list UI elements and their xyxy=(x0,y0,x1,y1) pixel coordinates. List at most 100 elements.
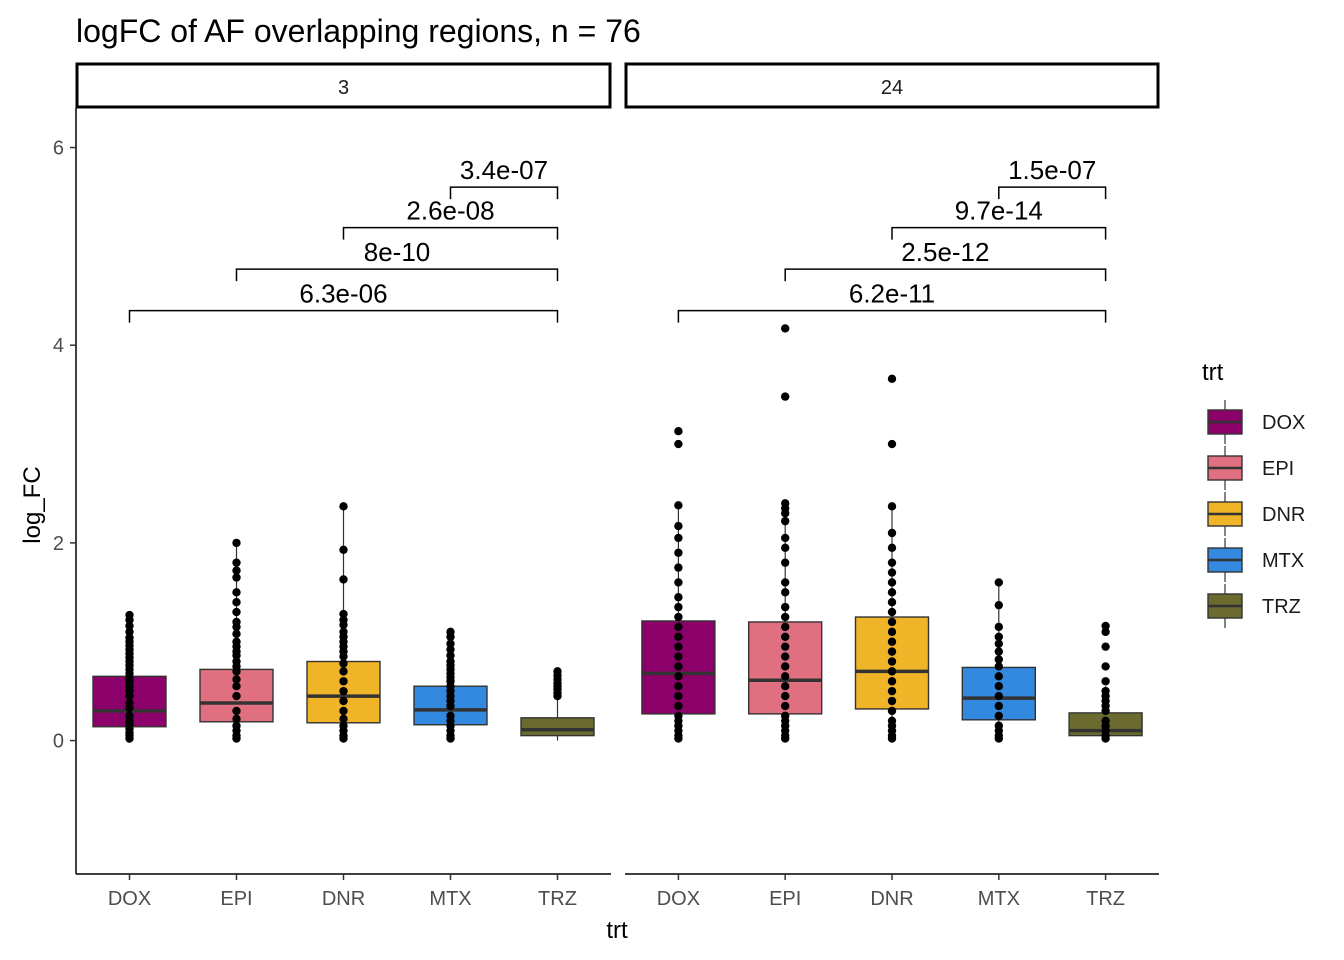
data-point xyxy=(674,578,683,587)
data-point xyxy=(781,516,790,526)
data-point xyxy=(887,706,897,716)
data-point xyxy=(232,714,241,724)
data-point xyxy=(339,714,348,724)
bracket-line xyxy=(677,309,1107,323)
legend-item-DOX: DOX xyxy=(1207,400,1305,444)
facet-strip xyxy=(75,62,612,109)
x-tick-label: TRZ xyxy=(1086,888,1125,910)
x-tick-label: DOX xyxy=(108,888,151,910)
data-point xyxy=(994,701,1003,711)
data-point xyxy=(781,691,790,701)
x-tick-label: DNR xyxy=(870,888,913,910)
data-point xyxy=(674,521,683,531)
x-axis-title: trt xyxy=(606,917,628,944)
data-point xyxy=(125,633,134,642)
bracket-line xyxy=(128,309,559,323)
data-point xyxy=(553,667,562,676)
data-point xyxy=(446,711,455,721)
facet-strip-label: 24 xyxy=(881,77,903,99)
data-point xyxy=(674,602,683,612)
box-EPI xyxy=(748,324,823,743)
data-point xyxy=(674,439,683,449)
data-point xyxy=(781,701,790,711)
data-point xyxy=(674,642,683,651)
data-point xyxy=(887,543,897,553)
data-point xyxy=(674,672,683,681)
data-point xyxy=(232,566,241,575)
data-point xyxy=(1101,662,1110,671)
data-point xyxy=(887,558,897,567)
data-point xyxy=(781,578,790,587)
data-point xyxy=(339,609,348,619)
data-point xyxy=(674,691,683,701)
data-point xyxy=(781,392,790,401)
legend-item-TRZ: TRZ xyxy=(1207,584,1301,628)
data-point xyxy=(1101,716,1110,725)
data-point xyxy=(994,600,1003,610)
data-point xyxy=(781,543,790,553)
data-point xyxy=(232,691,241,701)
legend-label: EPI xyxy=(1262,458,1294,480)
data-point xyxy=(446,627,455,637)
x-tick-label: MTX xyxy=(978,888,1020,910)
p-value-label: 9.7e-14 xyxy=(955,196,1043,226)
data-point xyxy=(994,647,1003,656)
data-point xyxy=(125,627,134,637)
legend: trt DOX EPI DNR MTX TRZ xyxy=(1202,359,1305,628)
data-point xyxy=(781,642,790,651)
data-point xyxy=(674,533,683,543)
data-point xyxy=(994,639,1003,648)
data-point xyxy=(339,545,348,555)
data-point xyxy=(339,721,348,730)
y-tick-label: 4 xyxy=(53,335,64,357)
bracket-line xyxy=(891,226,1107,240)
data-point xyxy=(781,588,790,597)
comparison-bracket: 3.4e-07 xyxy=(449,155,559,200)
comparison-bracket: 2.5e-12 xyxy=(784,237,1107,282)
data-point xyxy=(1101,627,1110,637)
bracket-line xyxy=(342,226,559,240)
data-point xyxy=(781,711,790,721)
data-point xyxy=(781,558,790,567)
data-point xyxy=(674,652,683,661)
x-tick-label: EPI xyxy=(769,888,801,910)
legend-label: MTX xyxy=(1262,550,1304,572)
data-point xyxy=(994,655,1003,664)
box-body xyxy=(520,717,595,737)
data-point xyxy=(232,588,241,597)
data-point xyxy=(674,711,683,721)
comparison-bracket: 8e-10 xyxy=(235,237,559,282)
data-point xyxy=(232,558,241,567)
data-point xyxy=(994,662,1003,671)
data-point xyxy=(674,593,683,602)
y-tick-label: 2 xyxy=(53,533,64,555)
box-DOX xyxy=(641,427,716,743)
data-point xyxy=(232,617,241,627)
data-point xyxy=(887,597,897,607)
data-point xyxy=(887,568,897,577)
data-point xyxy=(232,706,241,716)
data-point xyxy=(232,682,241,691)
data-point xyxy=(232,637,241,646)
comparison-bracket: 6.2e-11 xyxy=(677,279,1107,323)
data-point xyxy=(446,639,455,648)
data-point xyxy=(887,374,897,384)
x-tick-label: DOX xyxy=(657,888,700,910)
legend-label: DOX xyxy=(1262,412,1305,434)
data-point xyxy=(674,622,683,632)
x-tick-label: EPI xyxy=(220,888,252,910)
data-point xyxy=(339,627,348,637)
data-point xyxy=(781,662,790,671)
data-point xyxy=(125,698,134,708)
data-point xyxy=(125,711,134,721)
data-point xyxy=(339,667,348,676)
data-point xyxy=(781,672,790,681)
data-point xyxy=(887,588,897,597)
data-point xyxy=(125,621,134,631)
comparison-bracket: 2.6e-08 xyxy=(342,196,559,240)
data-point xyxy=(994,672,1003,681)
legend-item-EPI: EPI xyxy=(1207,446,1294,490)
data-point xyxy=(446,657,455,666)
legend-label: TRZ xyxy=(1262,596,1301,618)
data-point xyxy=(781,622,790,632)
